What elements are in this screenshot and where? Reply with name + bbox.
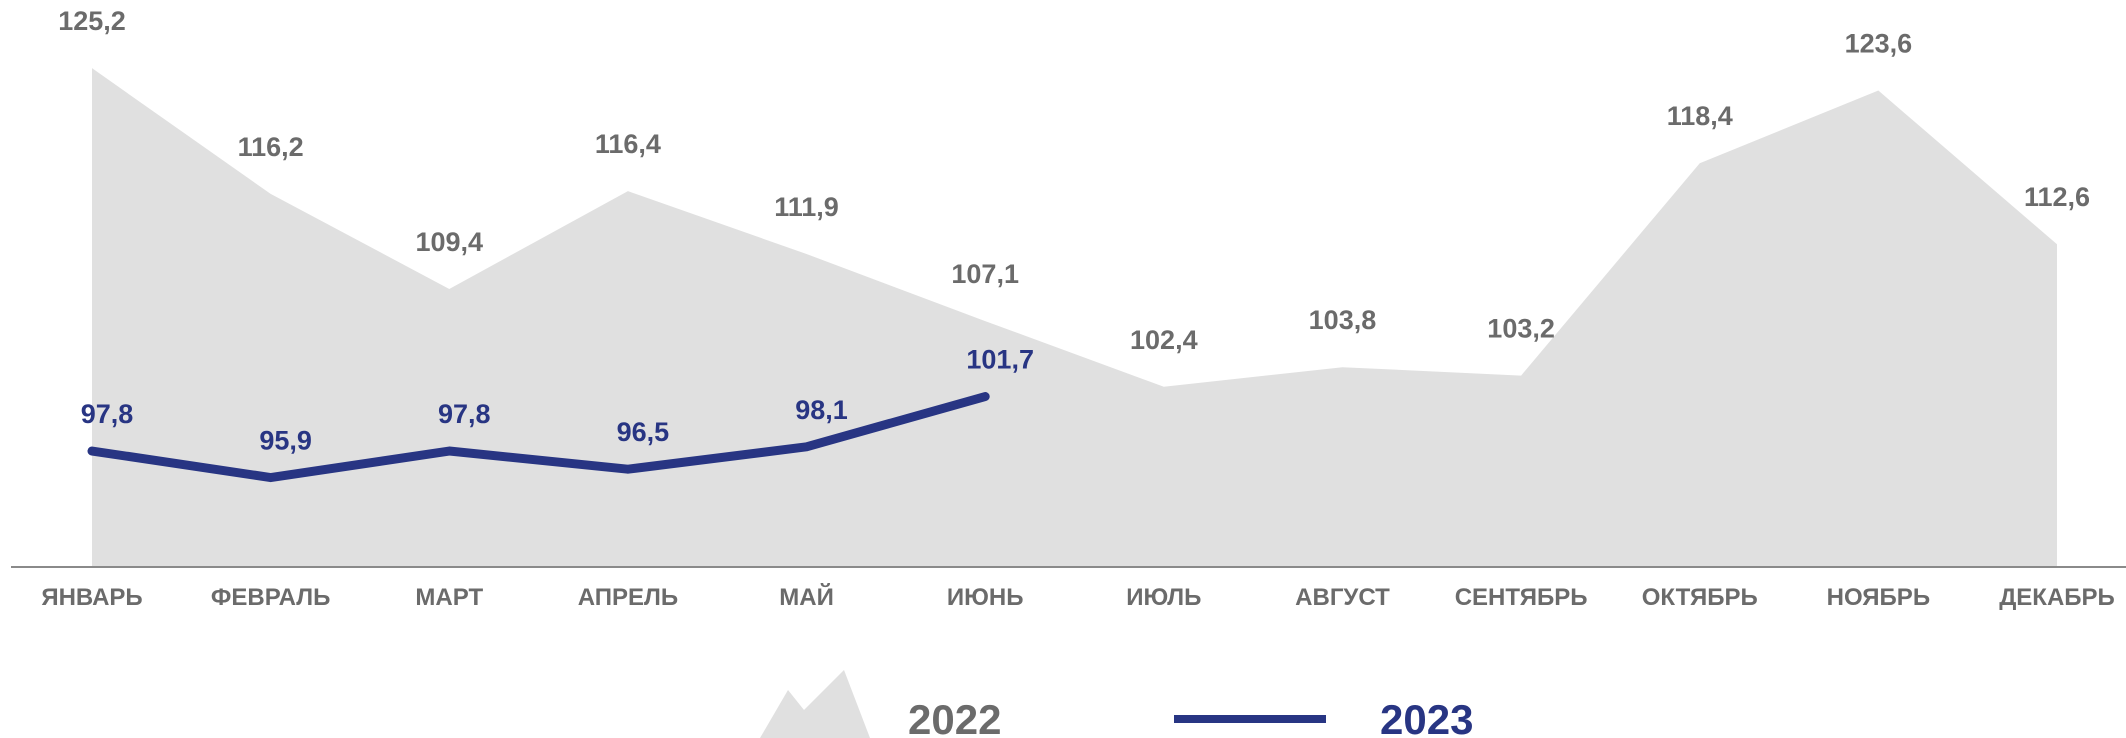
x-tick-label: ФЕВРАЛЬ	[211, 584, 330, 611]
x-tick-label: ЯНВАРЬ	[41, 584, 142, 611]
data-label: 103,8	[1309, 305, 1377, 335]
x-tick-label: ИЮНЬ	[947, 584, 1024, 611]
data-label: 102,4	[1130, 325, 1198, 355]
x-tick-label: МАЙ	[779, 583, 834, 611]
data-label: 109,4	[415, 227, 483, 257]
legend-label: 2022	[908, 696, 1001, 738]
area	[92, 68, 2057, 567]
data-label: 116,4	[595, 129, 661, 159]
data-label: 111,9	[774, 192, 839, 222]
x-tick-label: СЕНТЯБРЬ	[1455, 584, 1588, 611]
data-label: 123,6	[1845, 29, 1913, 59]
legend-swatch	[760, 670, 870, 738]
data-label: 95,9	[259, 426, 312, 456]
data-label: 96,5	[617, 417, 670, 447]
x-tick-label: НОЯБРЬ	[1827, 584, 1930, 611]
data-label: 107,1	[951, 259, 1019, 289]
x-tick-label: ИЮЛЬ	[1126, 584, 1201, 611]
data-label: 125,2	[58, 6, 126, 36]
x-tick-label: АПРЕЛЬ	[578, 584, 678, 611]
data-label: 101,7	[966, 345, 1034, 375]
data-label: 103,2	[1487, 314, 1555, 344]
data-label: 118,4	[1667, 101, 1733, 131]
x-tick-label: ОКТЯБРЬ	[1642, 584, 1758, 611]
data-label: 116,2	[238, 132, 304, 162]
legend-label: 2023	[1380, 696, 1473, 738]
data-label: 98,1	[795, 395, 848, 425]
data-label: 97,8	[81, 399, 134, 429]
data-label: 112,6	[2024, 182, 2090, 212]
x-tick-label: ДЕКАБРЬ	[1999, 584, 2115, 611]
x-tick-label: МАРТ	[415, 584, 483, 611]
line	[87, 392, 990, 483]
data-label: 97,8	[438, 399, 491, 429]
x-tick-label: АВГУСТ	[1295, 584, 1390, 611]
